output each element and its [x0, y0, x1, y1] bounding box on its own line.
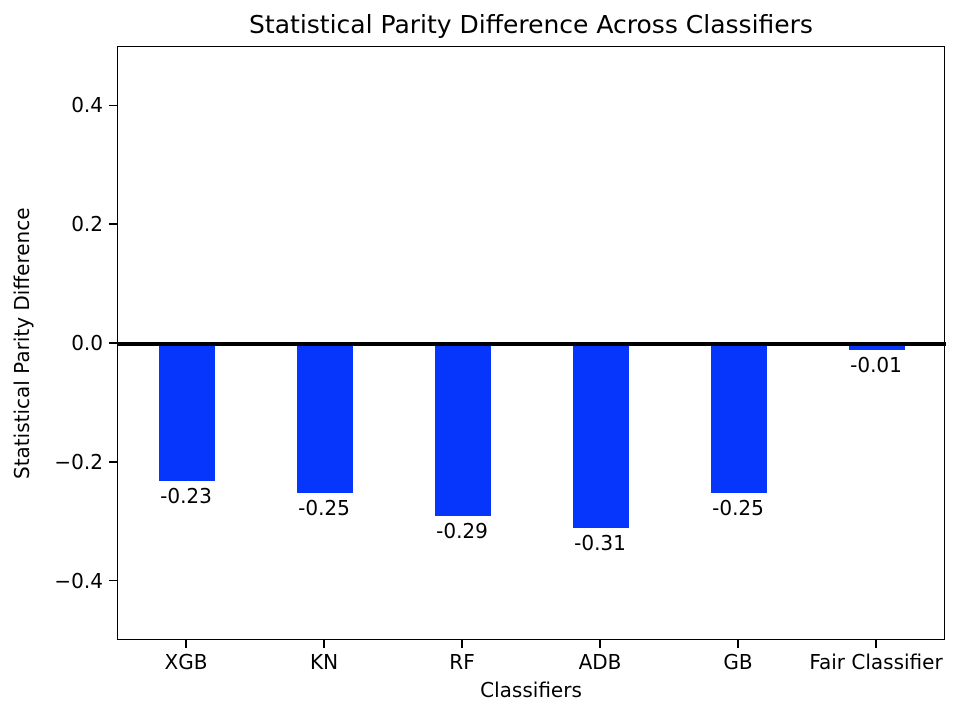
x-tick-label-kn: KN	[309, 650, 339, 674]
bar-kn	[297, 344, 353, 493]
x-tick-mark	[599, 640, 601, 648]
x-tick-mark	[875, 640, 877, 648]
bar-adb	[573, 344, 629, 529]
bar-rf	[435, 344, 491, 517]
y-tick-mark	[109, 223, 117, 225]
x-tick-label-adb: ADB	[578, 650, 622, 674]
bar-fair-classifier	[849, 344, 905, 350]
y-tick-label: 0.0	[71, 331, 103, 355]
y-tick-mark	[109, 579, 117, 582]
x-tick-mark	[737, 640, 739, 648]
bar-gb	[711, 344, 767, 493]
plot-area	[117, 46, 946, 640]
y-tick-mark	[109, 461, 117, 463]
x-tick-label-gb: GB	[723, 650, 753, 674]
bar-value-label: -0.25	[298, 495, 350, 520]
bar-value-label: -0.01	[850, 352, 902, 377]
bar-value-label: -0.31	[574, 531, 626, 556]
y-tick-label: −0.2	[54, 449, 103, 474]
x-tick-mark	[461, 640, 463, 648]
x-tick-mark	[185, 640, 187, 648]
y-tick-mark	[109, 342, 117, 344]
x-axis-label: Classifiers	[480, 678, 582, 702]
y-tick-label: −0.4	[54, 568, 103, 593]
bar-value-label: -0.29	[436, 519, 488, 544]
y-tick-label: 0.4	[71, 93, 103, 118]
x-tick-mark	[323, 640, 325, 648]
y-tick-label: 0.2	[71, 212, 103, 237]
y-tick-mark	[109, 104, 117, 107]
bar-xgb	[159, 344, 215, 481]
bar-value-label: -0.25	[712, 495, 764, 520]
x-tick-label-fair-classifier: Fair Classifier	[809, 650, 943, 674]
x-tick-label-rf: RF	[449, 650, 475, 674]
chart-title: Statistical Parity Difference Across Cla…	[249, 10, 813, 39]
zero-baseline	[118, 342, 946, 346]
x-tick-label-xgb: XGB	[164, 650, 208, 674]
bar-value-label: -0.23	[160, 483, 212, 508]
